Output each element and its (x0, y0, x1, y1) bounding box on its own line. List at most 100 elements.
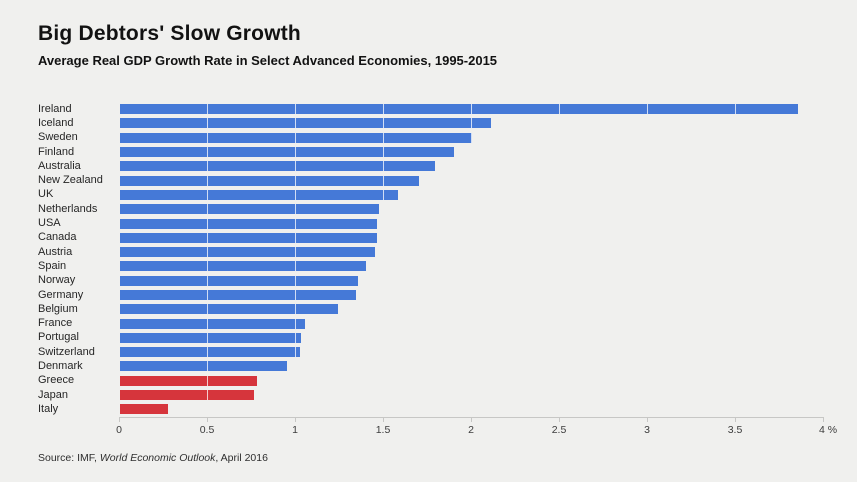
chart-row: Italy (0, 402, 857, 416)
chart-row: UK (0, 188, 857, 202)
bar (120, 161, 436, 172)
x-axis-tick-label: 1.5 (375, 424, 391, 436)
category-label: Austria (38, 245, 73, 258)
bar (120, 247, 376, 258)
bar (120, 290, 356, 300)
bar-chart-plot: Ireland Iceland Sweden Finland Australia New … (0, 102, 857, 438)
bar (120, 104, 798, 115)
bar (120, 261, 367, 272)
bar-track (120, 290, 857, 300)
category-label: Finland (38, 145, 75, 158)
category-label: Japan (38, 388, 68, 401)
chart-row: Denmark (0, 359, 857, 373)
bar-track (120, 232, 857, 243)
category-label: Netherlands (38, 202, 98, 215)
source-prefix: Source: IMF, (38, 452, 100, 464)
bar-track (120, 104, 857, 115)
x-axis-tick-label: 2 (468, 424, 474, 436)
bar (120, 275, 358, 286)
chart-row: Sweden (0, 131, 857, 145)
bar-track (120, 275, 857, 286)
chart-row: Japan (0, 388, 857, 402)
category-label: Sweden (38, 131, 78, 144)
bar-track (120, 218, 857, 229)
bar-track (120, 404, 857, 415)
bar (120, 390, 254, 401)
bar (120, 304, 339, 315)
x-axis-tick (559, 418, 560, 422)
x-axis-tick-label: 0 (116, 424, 122, 436)
category-label: Portugal (38, 331, 79, 344)
category-label: Denmark (38, 359, 83, 372)
category-label: Greece (38, 374, 75, 387)
category-label: Canada (38, 231, 77, 244)
chart-row: Portugal (0, 331, 857, 345)
bar (120, 189, 399, 200)
bar-track (120, 261, 857, 272)
bar-track (120, 161, 857, 172)
bar (120, 361, 288, 372)
chart-row: Ireland (0, 102, 857, 116)
category-label: New Zealand (38, 174, 103, 187)
category-label: France (38, 317, 73, 330)
category-label: USA (38, 217, 61, 230)
x-axis-tick (647, 418, 648, 422)
x-axis-tick (383, 418, 384, 422)
bar (120, 204, 379, 215)
chart-subtitle: Average Real GDP Growth Rate in Select A… (38, 53, 498, 68)
chart-row: Spain (0, 259, 857, 273)
bar-track (120, 247, 857, 258)
bar-track (120, 390, 857, 401)
bar-track (120, 118, 857, 129)
chart-row: USA (0, 216, 857, 230)
bar (120, 375, 258, 386)
category-label: Ireland (38, 102, 72, 115)
bar-track (120, 318, 857, 329)
bar-track (120, 375, 857, 386)
x-axis-tick (735, 418, 736, 422)
chart-row: New Zealand (0, 173, 857, 187)
x-axis-tick (295, 418, 296, 422)
bar-track (120, 189, 857, 200)
x-axis-line (119, 417, 824, 418)
bar-track (120, 304, 857, 315)
bar (120, 332, 302, 343)
bar-track (120, 147, 857, 158)
chart-row: Norway (0, 274, 857, 288)
bar (120, 404, 168, 415)
x-axis-tick (471, 418, 472, 422)
source-suffix: , April 2016 (215, 452, 268, 464)
chart-rows: Ireland Iceland Sweden Finland Australia New … (0, 102, 857, 417)
bar (120, 347, 300, 358)
chart-row: Belgium (0, 302, 857, 316)
bar (120, 318, 305, 329)
chart-row: Iceland (0, 116, 857, 130)
category-label: Belgium (38, 302, 78, 315)
chart-row: Netherlands (0, 202, 857, 216)
x-axis-tick-label: 2.5 (551, 424, 567, 436)
bar-track (120, 347, 857, 358)
category-label: Italy (38, 402, 59, 415)
x-axis-tick (119, 418, 120, 422)
category-label: Spain (38, 259, 67, 272)
category-label: Switzerland (38, 345, 95, 358)
x-axis-tick-label: 3.5 (727, 424, 743, 436)
chart-row: Greece (0, 374, 857, 388)
x-axis-tick-label: 4 % (818, 424, 838, 436)
bar (120, 218, 377, 229)
x-axis-tick-label: 3 (644, 424, 650, 436)
chart-header: Big Debtors' Slow Growth Average Real GD… (38, 22, 497, 68)
page-title: Big Debtors' Slow Growth (38, 22, 301, 45)
bar (120, 175, 420, 186)
bar-track (120, 332, 857, 343)
bar-track (120, 204, 857, 215)
chart-row: Finland (0, 145, 857, 159)
x-axis-tick-label: 1 (292, 424, 298, 436)
chart-row: Austria (0, 245, 857, 259)
bar-track (120, 175, 857, 186)
bar (120, 147, 455, 158)
bar-track (120, 132, 857, 143)
category-label: Iceland (38, 116, 74, 129)
x-axis-tick (823, 418, 824, 422)
